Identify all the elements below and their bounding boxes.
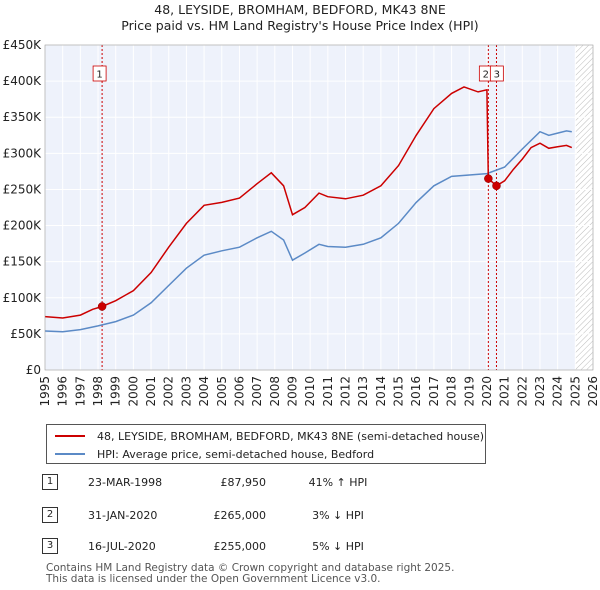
chart-title: 48, LEYSIDE, BROMHAM, BEDFORD, MK43 8NE <box>154 2 446 17</box>
x-tick-label: 2002 <box>162 376 176 407</box>
transaction-marker: 2 <box>42 507 58 523</box>
transaction-date: 16-JUL-2020 <box>88 540 156 553</box>
x-tick-label: 2017 <box>427 376 441 407</box>
y-tick-label: £450K <box>3 38 43 52</box>
transaction-hpi: 5% ↓ HPI <box>312 540 364 553</box>
transaction-price: £265,000 <box>213 509 267 522</box>
footer-copyright: Contains HM Land Registry data © Crown c… <box>46 562 455 574</box>
x-tick-label: 2018 <box>445 376 459 407</box>
x-tick-label: 2020 <box>480 376 494 407</box>
x-tick-label: 1995 <box>38 376 52 407</box>
x-tick-label: 2019 <box>462 376 476 407</box>
sale-2-label: 2 <box>483 70 489 81</box>
transaction-marker: 1 <box>42 474 58 490</box>
legend-item-hpi: HPI: Average price, semi-detached house,… <box>55 445 374 463</box>
sale-3-label-box <box>489 65 504 82</box>
x-tick-label: 2015 <box>392 376 406 407</box>
x-tick-label: 2005 <box>215 376 229 407</box>
footer-licence: This data is licensed under the Open Gov… <box>46 573 381 585</box>
x-tick-label: 2007 <box>250 376 264 407</box>
x-tick-label: 2010 <box>303 376 317 407</box>
transaction-date: 31-JAN-2020 <box>88 509 158 522</box>
y-tick-label: £350K <box>3 110 43 124</box>
x-tick-label: 2003 <box>179 376 193 407</box>
sale-1-point <box>97 302 107 311</box>
forecast-hatch-region <box>575 45 593 370</box>
hpi-line <box>44 130 572 333</box>
table-row: 3 16-JUL-2020 £255,000 5% ↓ HPI <box>40 538 560 556</box>
plot-area <box>45 45 593 370</box>
table-row: 2 31-JAN-2020 £265,000 3% ↓ HPI <box>40 507 560 525</box>
transaction-hpi: 3% ↓ HPI <box>312 509 364 522</box>
x-tick-label: 2023 <box>533 376 547 407</box>
x-tick-label: 2021 <box>498 376 512 407</box>
x-tick-label: 1997 <box>73 376 87 407</box>
legend-hpi-swatch <box>55 453 85 455</box>
x-tick-label: 2026 <box>586 376 600 407</box>
chart-subtitle: Price paid vs. HM Land Registry's House … <box>121 18 479 33</box>
transaction-price: £255,000 <box>213 540 267 553</box>
price-chart: £0 £50K £100K £150K £200K £250K £300K £350K £400… <box>3 38 600 407</box>
footer: Contains HM Land Registry data © Crown c… <box>46 563 454 585</box>
y-tick-label: £300K <box>3 146 43 160</box>
sale-3-label: 3 <box>494 70 500 81</box>
table-row: 1 23-MAR-1998 £87,950 41% ↑ HPI <box>40 474 560 492</box>
x-tick-label: 2009 <box>285 376 299 407</box>
sale-3-point <box>492 181 501 191</box>
legend-property-swatch <box>55 435 85 437</box>
y-tick-label: £200K <box>3 219 43 233</box>
x-tick-label: 1998 <box>91 376 105 407</box>
y-tick-label: £150K <box>3 255 43 269</box>
transaction-marker: 3 <box>42 538 58 554</box>
y-tick-label: £400K <box>3 74 43 88</box>
x-tick-label: 2000 <box>126 376 140 407</box>
x-tick-label: 2001 <box>144 376 158 407</box>
x-tick-label: 2006 <box>232 376 246 407</box>
property-price-line <box>44 86 573 319</box>
x-tick-label: 2011 <box>321 376 335 407</box>
sale-1-label: 1 <box>96 70 102 81</box>
y-tick-label: £250K <box>3 182 43 196</box>
sale-2-point <box>484 174 493 183</box>
x-tick-label: 2004 <box>197 376 211 407</box>
x-tick-label: 2013 <box>356 376 370 407</box>
y-tick-label: £50K <box>10 327 42 341</box>
x-tick-label: 2022 <box>515 376 529 407</box>
transaction-hpi: 41% ↑ HPI <box>308 476 368 489</box>
transaction-price: £87,950 <box>220 476 267 489</box>
y-tick-label: £100K <box>3 291 43 305</box>
legend-property-label: 48, LEYSIDE, BROMHAM, BEDFORD, MK43 8NE … <box>97 429 485 443</box>
x-tick-label: 2008 <box>268 376 282 407</box>
x-tick-label: 2012 <box>339 376 353 407</box>
x-tick-label: 2016 <box>409 376 423 407</box>
x-tick-label: 1996 <box>56 376 70 407</box>
y-tick-label: £0 <box>26 363 41 377</box>
plot-frame <box>44 44 594 371</box>
sale-1-label-box <box>92 65 107 82</box>
x-tick-label: 1999 <box>109 376 123 407</box>
legend-hpi-label: HPI: Average price, semi-detached house,… <box>97 447 375 461</box>
x-tick-label: 2025 <box>568 376 582 407</box>
transaction-date: 23-MAR-1998 <box>88 476 163 489</box>
legend: 48, LEYSIDE, BROMHAM, BEDFORD, MK43 8NE … <box>46 424 486 464</box>
legend-item-property: 48, LEYSIDE, BROMHAM, BEDFORD, MK43 8NE … <box>55 427 484 445</box>
x-tick-label: 2024 <box>551 376 565 407</box>
x-tick-label: 2014 <box>374 376 388 407</box>
